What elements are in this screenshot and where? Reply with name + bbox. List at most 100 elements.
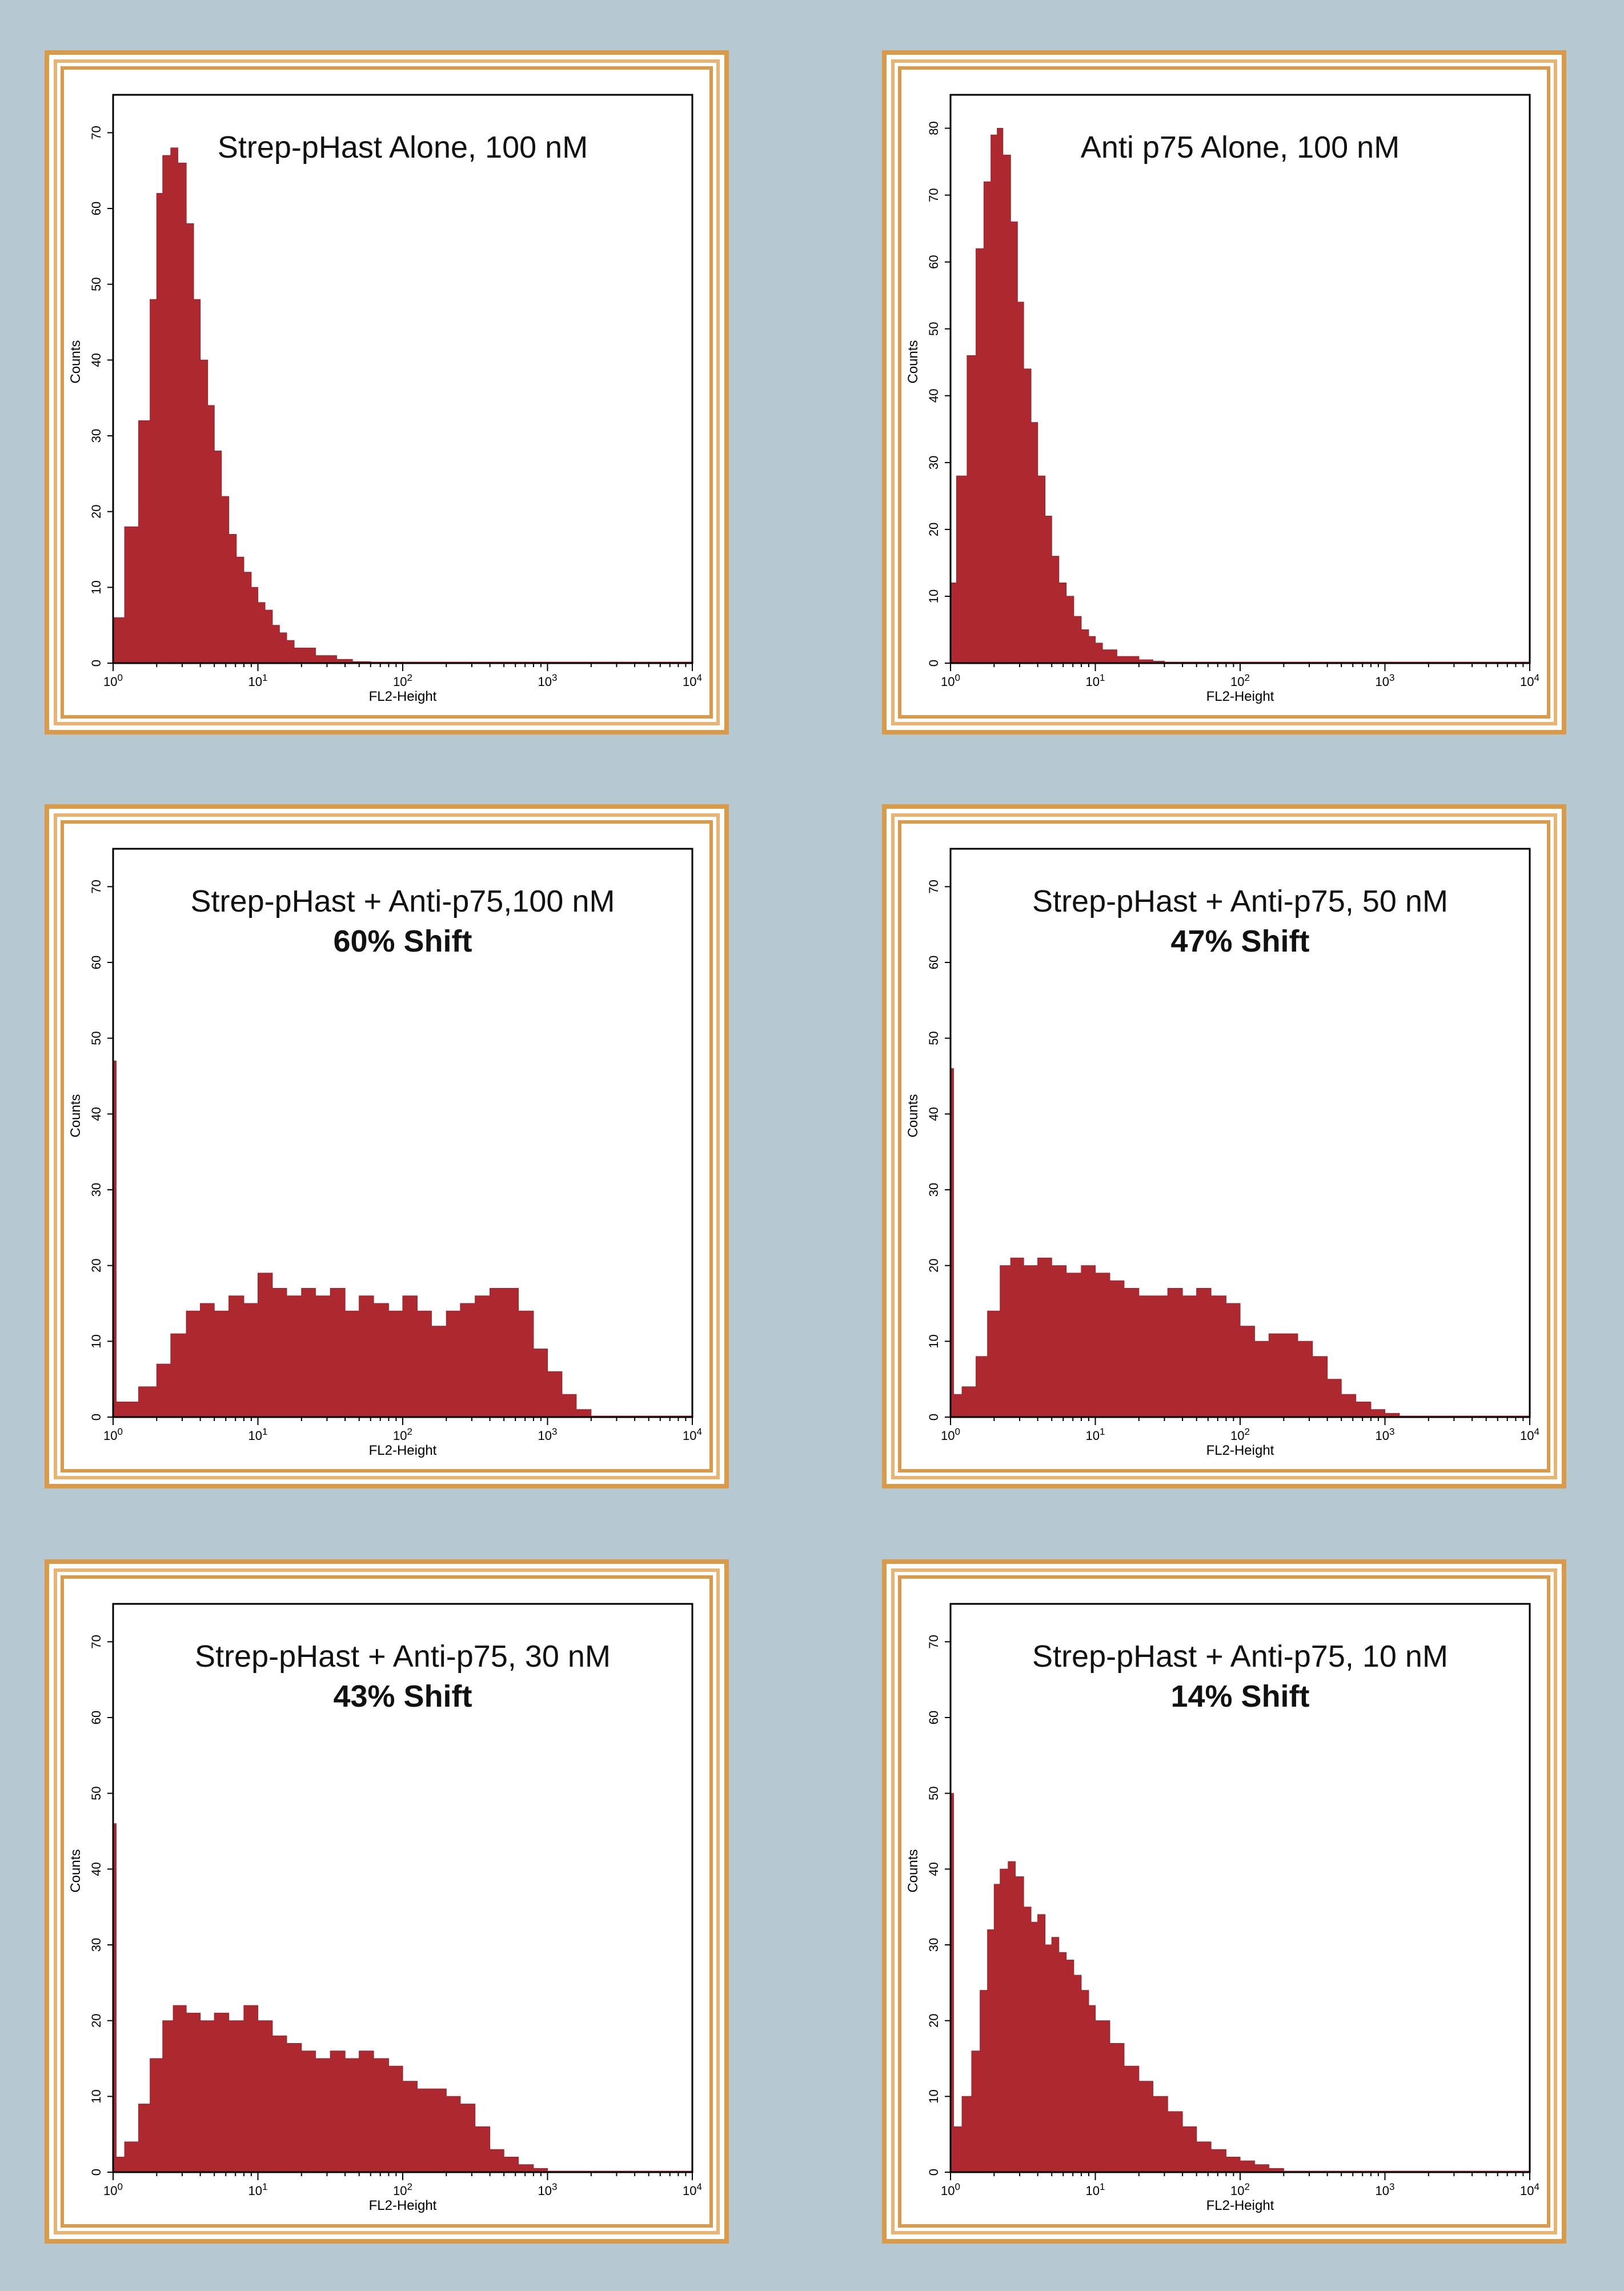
x-axis-title: FL2-Height xyxy=(1206,2198,1274,2213)
x-axis-title: FL2-Height xyxy=(1206,1443,1274,1458)
histogram-area xyxy=(950,1068,1401,1418)
x-tick-label: 103 xyxy=(538,1426,558,1443)
histogram-panel-1: 0 10 20 30 40 50 60 70 100 101 102 103 104 FL2-Height… xyxy=(45,50,729,735)
histogram-chart: 0 10 20 30 40 50 60 70 100 101 102 103 104 FL2-Height… xyxy=(68,94,702,704)
y-axis-title: Counts xyxy=(68,1849,83,1892)
x-axis-title: FL2-Height xyxy=(369,2198,437,2213)
y-tick-label: 70 xyxy=(89,1635,103,1648)
x-tick-label: 101 xyxy=(248,1426,268,1443)
chart-subtitle: 14% Shift xyxy=(1170,1679,1309,1714)
histogram-area xyxy=(113,147,372,664)
x-tick-label: 100 xyxy=(941,1426,960,1443)
x-tick-label: 102 xyxy=(1230,1426,1250,1443)
histogram-area xyxy=(113,1061,592,1418)
y-tick-label: 60 xyxy=(927,956,941,969)
x-tick-label: 103 xyxy=(1376,672,1395,689)
histogram-chart: 0 10 20 30 40 50 60 70 80 100 101 102 103 104 FL2-Heig… xyxy=(905,94,1539,704)
histogram-area xyxy=(950,128,1166,664)
y-tick-label: 50 xyxy=(927,1031,941,1045)
chart-title: Strep-pHast + Anti-p75, 10 nM xyxy=(1032,1639,1448,1674)
x-tick-label: 104 xyxy=(683,1426,702,1443)
y-tick-label: 60 xyxy=(927,1711,941,1724)
y-tick-label: 0 xyxy=(927,660,941,667)
x-tick-label: 103 xyxy=(1376,1426,1395,1443)
y-tick-label: 30 xyxy=(89,429,103,443)
x-tick-label: 104 xyxy=(1520,672,1539,689)
histogram-area xyxy=(950,1793,1285,2173)
x-tick-label: 100 xyxy=(941,2181,960,2198)
x-tick-label: 100 xyxy=(103,2181,123,2198)
y-tick-label: 50 xyxy=(927,1786,941,1800)
y-tick-label: 30 xyxy=(89,1938,103,1952)
y-tick-label: 40 xyxy=(89,1862,103,1876)
y-axis-title: Counts xyxy=(68,1094,83,1137)
y-tick-label: 10 xyxy=(89,2089,103,2103)
chart-title: Anti p75 Alone, 100 nM xyxy=(1081,130,1400,164)
x-tick-label: 100 xyxy=(103,1426,123,1443)
y-tick-label: 70 xyxy=(927,188,941,202)
y-tick-label: 20 xyxy=(89,2013,103,2027)
y-axis-title: Counts xyxy=(905,1849,921,1892)
y-tick-label: 40 xyxy=(927,1107,941,1121)
x-tick-label: 104 xyxy=(683,2181,702,2198)
y-tick-label: 50 xyxy=(927,322,941,335)
y-tick-label: 10 xyxy=(89,1334,103,1348)
y-tick-label: 40 xyxy=(89,1107,103,1121)
x-tick-label: 102 xyxy=(393,2181,412,2198)
y-tick-label: 0 xyxy=(89,2169,103,2176)
y-tick-label: 20 xyxy=(89,504,103,518)
y-tick-label: 20 xyxy=(89,1258,103,1272)
x-tick-label: 100 xyxy=(103,672,123,689)
y-tick-label: 10 xyxy=(927,589,941,603)
histogram-chart: 0 10 20 30 40 50 60 70 100 101 102 103 104 FL2-Height… xyxy=(68,848,702,1458)
chart-title: Strep-pHast Alone, 100 nM xyxy=(218,130,588,164)
y-tick-label: 60 xyxy=(89,1711,103,1724)
chart-subtitle: 43% Shift xyxy=(333,1679,472,1714)
y-tick-label: 60 xyxy=(89,202,103,215)
y-tick-label: 70 xyxy=(89,126,103,139)
histogram-chart: 0 10 20 30 40 50 60 70 100 101 102 103 104 FL2-Height… xyxy=(905,848,1539,1458)
y-tick-label: 50 xyxy=(89,1786,103,1800)
histogram-area xyxy=(113,1823,549,2173)
y-tick-label: 70 xyxy=(927,880,941,893)
y-tick-label: 20 xyxy=(927,2013,941,2027)
x-tick-label: 104 xyxy=(1520,2181,1539,2198)
y-tick-label: 0 xyxy=(927,1414,941,1421)
x-tick-label: 104 xyxy=(683,672,702,689)
y-axis-title: Counts xyxy=(905,340,921,383)
y-tick-label: 30 xyxy=(927,1183,941,1197)
y-tick-label: 50 xyxy=(89,1031,103,1045)
y-tick-label: 30 xyxy=(927,456,941,470)
y-tick-label: 40 xyxy=(927,389,941,403)
x-tick-label: 102 xyxy=(393,672,412,689)
chart-subtitle: 60% Shift xyxy=(333,924,472,958)
y-tick-label: 20 xyxy=(927,523,941,536)
histogram-panel-3: 0 10 20 30 40 50 60 70 100 101 102 103 104 FL2-Height… xyxy=(45,804,729,1488)
y-tick-label: 80 xyxy=(927,121,941,135)
x-tick-label: 101 xyxy=(1086,1426,1105,1443)
y-tick-label: 20 xyxy=(927,1258,941,1272)
x-tick-label: 102 xyxy=(1230,2181,1250,2198)
histogram-panel-5: 0 10 20 30 40 50 60 70 100 101 102 103 104 FL2-Height… xyxy=(45,1559,729,2244)
histogram-panel-4: 0 10 20 30 40 50 60 70 100 101 102 103 104 FL2-Height… xyxy=(882,804,1566,1488)
y-axis-title: Counts xyxy=(68,340,83,383)
y-tick-label: 30 xyxy=(927,1938,941,1952)
chart-title: Strep-pHast + Anti-p75,100 nM xyxy=(191,884,615,918)
x-axis-title: FL2-Height xyxy=(1206,689,1274,704)
x-tick-label: 102 xyxy=(393,1426,412,1443)
y-tick-label: 0 xyxy=(89,660,103,667)
histogram-panel-6: 0 10 20 30 40 50 60 70 100 101 102 103 104 FL2-Height… xyxy=(882,1559,1566,2244)
y-tick-label: 10 xyxy=(927,1334,941,1348)
y-tick-label: 40 xyxy=(89,353,103,367)
x-axis-title: FL2-Height xyxy=(369,689,437,704)
chart-title: Strep-pHast + Anti-p75, 30 nM xyxy=(195,1639,611,1674)
chart-title: Strep-pHast + Anti-p75, 50 nM xyxy=(1032,884,1448,918)
x-tick-label: 102 xyxy=(1230,672,1250,689)
x-tick-label: 103 xyxy=(1376,2181,1395,2198)
y-tick-label: 60 xyxy=(89,956,103,969)
y-axis-title: Counts xyxy=(905,1094,921,1137)
y-tick-label: 10 xyxy=(89,580,103,594)
x-tick-label: 101 xyxy=(248,2181,268,2198)
x-tick-label: 104 xyxy=(1520,1426,1539,1443)
y-tick-label: 40 xyxy=(927,1862,941,1876)
